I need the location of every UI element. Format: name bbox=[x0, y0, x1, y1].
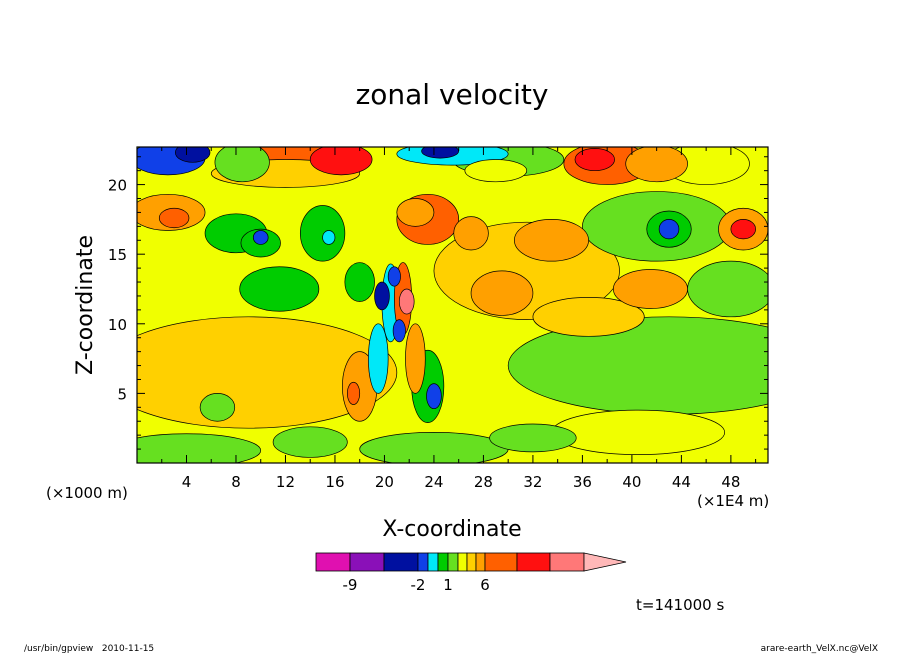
x-tick-label: 16 bbox=[325, 473, 344, 491]
plot-frame bbox=[136, 146, 769, 464]
contour-region bbox=[464, 159, 528, 183]
colorbar-tick-label: 1 bbox=[443, 576, 453, 594]
colorbar-swatch bbox=[427, 552, 439, 572]
y-tick-label: 15 bbox=[108, 246, 127, 264]
contour-region bbox=[489, 423, 577, 453]
colorbar-tick-label: -9 bbox=[343, 576, 358, 594]
colorbar-arrow bbox=[583, 552, 627, 572]
contour-region bbox=[137, 316, 398, 429]
x-axis-unit-right: (×1E4 m) bbox=[697, 492, 769, 510]
x-tick-label: 24 bbox=[424, 473, 443, 491]
contour-region bbox=[239, 266, 320, 312]
y-tick-label: 20 bbox=[108, 177, 127, 195]
colorbar-swatch bbox=[315, 552, 351, 572]
x-axis-ticks: 4 8 12 16 20 24 28 32 36 40 44 48 bbox=[161, 147, 757, 491]
contour-field bbox=[137, 147, 768, 463]
chart-title: zonal velocity bbox=[356, 78, 549, 111]
contour-region bbox=[346, 381, 361, 405]
colorbar-swatch bbox=[466, 552, 477, 572]
contour-region bbox=[158, 207, 190, 229]
contour-region bbox=[453, 216, 489, 251]
contour-region bbox=[730, 219, 756, 240]
contour-region bbox=[309, 147, 373, 176]
contour-region bbox=[514, 219, 589, 262]
x-tick-label: 8 bbox=[231, 473, 241, 491]
colorbar-swatch bbox=[475, 552, 486, 572]
colorbar-swatch bbox=[349, 552, 385, 572]
contour-region bbox=[612, 269, 688, 309]
contour-region bbox=[344, 262, 375, 302]
colorbar-swatch bbox=[516, 552, 551, 572]
x-tick-label: 48 bbox=[721, 473, 740, 491]
colorbar-tick-labels: -9 -2 1 6 bbox=[343, 576, 490, 594]
colorbar-swatch bbox=[549, 552, 585, 572]
contour-region bbox=[625, 147, 688, 183]
contour-region bbox=[405, 323, 426, 394]
contour-region bbox=[252, 230, 269, 245]
footer-left: /usr/bin/gpview 2010-11-15 bbox=[24, 644, 154, 654]
colorbar-swatch bbox=[484, 552, 518, 572]
contour-region bbox=[272, 426, 348, 458]
contour-region bbox=[322, 230, 336, 245]
time-label: t=141000 s bbox=[636, 596, 724, 614]
contour-region bbox=[396, 198, 435, 227]
colorbar-swatch bbox=[457, 552, 468, 572]
contour-region bbox=[199, 393, 236, 422]
colorbar-swatch bbox=[383, 552, 419, 572]
contour-region bbox=[368, 323, 389, 394]
y-axis-ticks: 5 10 15 20 bbox=[108, 156, 768, 450]
x-tick-label: 40 bbox=[622, 473, 641, 491]
x-tick-label: 4 bbox=[182, 473, 192, 491]
colorbar-swatch bbox=[437, 552, 449, 572]
contour-region bbox=[299, 205, 346, 262]
contour-region bbox=[532, 296, 645, 337]
x-tick-label: 36 bbox=[573, 473, 592, 491]
contour-region bbox=[392, 319, 406, 343]
y-axis-title: Z-coordinate bbox=[73, 235, 98, 375]
colorbar-swatch bbox=[447, 552, 459, 572]
contour-region bbox=[175, 147, 211, 163]
colorbar-tick-label: -2 bbox=[411, 576, 426, 594]
x-tick-label: 44 bbox=[672, 473, 691, 491]
contour-region bbox=[470, 270, 534, 316]
x-tick-label: 32 bbox=[523, 473, 542, 491]
contour-region bbox=[658, 219, 680, 240]
contour-region bbox=[387, 266, 401, 287]
contour-region bbox=[574, 148, 615, 172]
x-tick-label: 20 bbox=[375, 473, 394, 491]
contour-region bbox=[137, 433, 262, 463]
x-axis-unit-left: (×1000 m) bbox=[46, 484, 128, 502]
colorbar bbox=[315, 552, 627, 572]
x-tick-label: 28 bbox=[474, 473, 493, 491]
contour-region bbox=[214, 147, 270, 183]
x-axis-title: X-coordinate bbox=[382, 517, 521, 542]
contour-region bbox=[687, 260, 768, 318]
contour-region bbox=[421, 147, 460, 159]
contour-region bbox=[551, 409, 726, 455]
contour-region bbox=[426, 383, 442, 410]
contour-region bbox=[374, 281, 390, 311]
x-tick-label: 12 bbox=[276, 473, 295, 491]
y-tick-label: 5 bbox=[117, 385, 127, 403]
footer-right: arare-earth_VelX.nc@VelX bbox=[761, 644, 878, 654]
contour-region bbox=[398, 288, 415, 315]
colorbar-tick-label: 6 bbox=[480, 576, 490, 594]
y-tick-label: 10 bbox=[108, 316, 127, 334]
colorbar-swatch bbox=[417, 552, 429, 572]
